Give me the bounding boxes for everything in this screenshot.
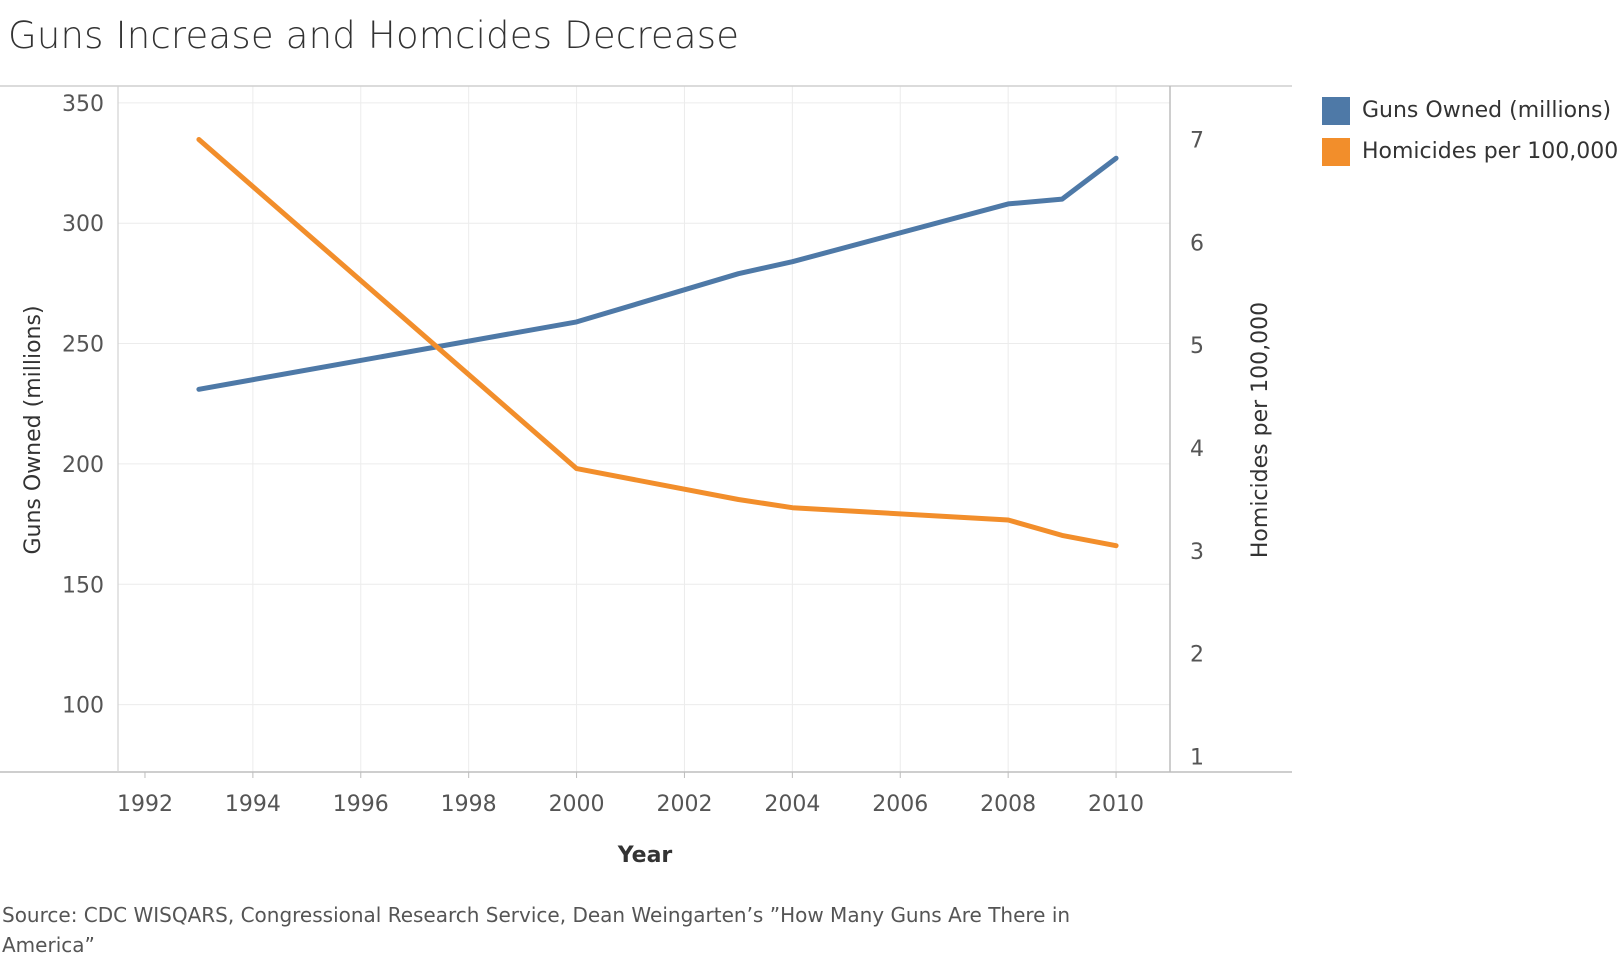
x-axis-label: Year [617, 843, 673, 868]
left-axis-ticks: 100 150 200 250 300 350 [62, 92, 104, 719]
legend-label-homicides: Homicides per 100,000 [1362, 139, 1619, 164]
legend-item-homicides[interactable]: Homicides per 100,000 [1322, 131, 1618, 172]
right-tick-label: 4 [1190, 437, 1204, 462]
x-tick-label: 1992 [117, 792, 173, 817]
legend-swatch-guns [1322, 96, 1350, 125]
x-tick-label: 2002 [656, 792, 712, 817]
right-tick-label: 1 [1190, 746, 1204, 771]
gridlines [118, 86, 1170, 772]
legend-swatch-homicides [1322, 137, 1350, 166]
left-tick-label: 250 [62, 333, 104, 358]
source-note: Source: CDC WISQARS, Congressional Resea… [2, 903, 1071, 957]
x-tick-label: 2004 [764, 792, 820, 817]
legend-label-guns: Guns Owned (millions) [1362, 98, 1612, 123]
x-tick-label: 2008 [980, 792, 1036, 817]
legend-item-guns[interactable]: Guns Owned (millions) [1322, 90, 1618, 131]
left-tick-label: 100 [62, 694, 104, 719]
right-tick-label: 6 [1190, 231, 1204, 256]
chart-title: Guns Increase and Homcides Decrease [8, 14, 740, 57]
legend: Guns Owned (millions) Homicides per 100,… [1322, 90, 1618, 172]
axes [0, 85, 1292, 773]
x-tick-label: 2000 [549, 792, 605, 817]
x-tick-label: 1994 [225, 792, 281, 817]
left-axis-label: Guns Owned (millions) [21, 305, 46, 554]
x-tick-label: 1996 [333, 792, 389, 817]
series-lines [196, 137, 1119, 549]
left-tick-label: 150 [62, 573, 104, 598]
x-tick-label: 2006 [872, 792, 928, 817]
right-tick-label: 3 [1190, 540, 1204, 565]
guns-owned-line [196, 155, 1119, 392]
right-axis-ticks: 1 2 3 4 5 6 7 [1190, 128, 1204, 770]
left-tick-label: 200 [62, 453, 104, 478]
left-tick-label: 300 [62, 212, 104, 237]
right-tick-label: 5 [1190, 334, 1204, 359]
right-tick-label: 2 [1190, 643, 1204, 668]
left-tick-label: 350 [62, 92, 104, 117]
right-tick-label: 7 [1190, 128, 1204, 153]
x-axis-ticks: 1992 1994 1996 1998 2000 2002 2004 2006 2008 2010 [117, 772, 1144, 817]
x-tick-label: 1998 [441, 792, 497, 817]
right-axis-label: Homicides per 100,000 [1248, 302, 1273, 558]
x-tick-label: 2010 [1088, 792, 1144, 817]
homicides-line [196, 137, 1119, 549]
